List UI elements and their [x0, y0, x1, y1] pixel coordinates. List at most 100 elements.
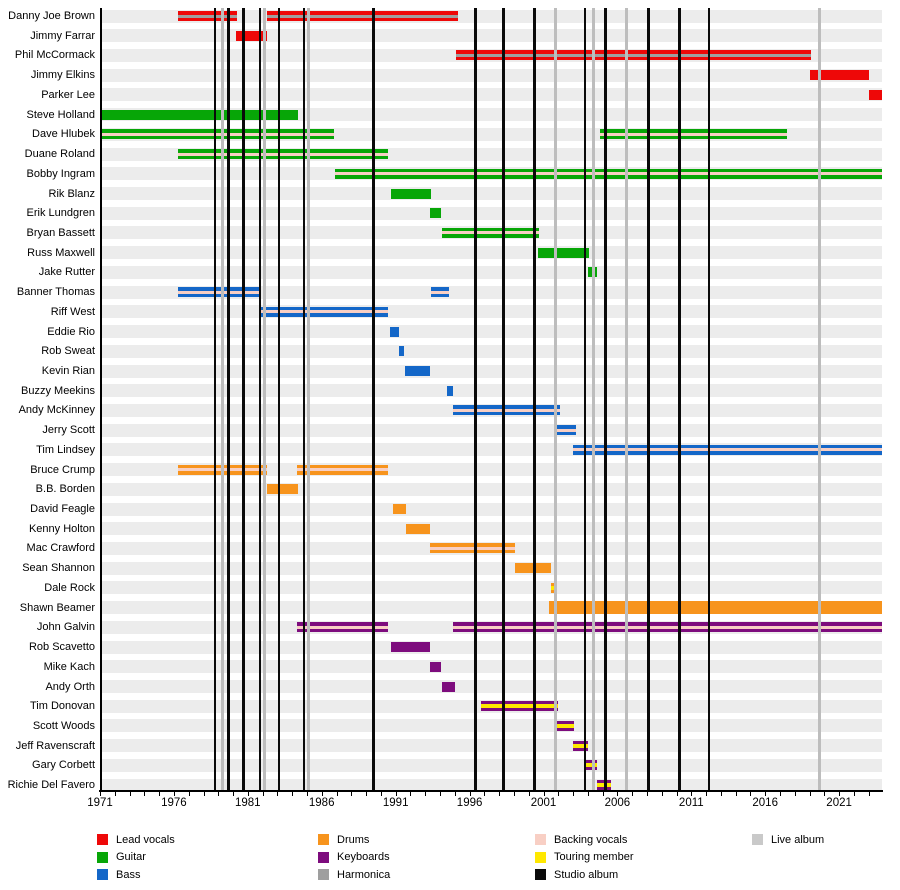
member-bar — [398, 346, 405, 357]
live-album-line — [221, 8, 225, 790]
legend-swatch-live-album — [752, 834, 763, 845]
legend-label: Backing vocals — [554, 833, 628, 846]
member-bar — [236, 30, 267, 41]
row-band — [101, 364, 882, 378]
member-bar — [100, 129, 334, 140]
studio-album-line — [227, 8, 230, 790]
pink-role-stripe — [453, 625, 882, 629]
member-label: Buzzy Meekins — [21, 384, 95, 397]
axis-tick — [188, 791, 190, 797]
member-label: Bruce Crump — [30, 463, 95, 476]
member-bar — [809, 70, 869, 81]
axis-tick — [809, 791, 811, 797]
studio-album-line — [647, 8, 650, 790]
pink-role-stripe — [296, 468, 389, 472]
member-bar — [573, 740, 588, 751]
axis-tick — [336, 791, 338, 797]
gray-role-stripe — [178, 14, 238, 18]
member-label: Tim Lindsey — [36, 443, 95, 456]
member-label: Russ Maxwell — [27, 246, 95, 259]
year-label: 2016 — [752, 797, 778, 809]
row-band — [101, 285, 882, 299]
member-bar — [178, 149, 389, 159]
axis-tick — [351, 791, 353, 797]
row-band — [101, 680, 882, 693]
studio-album-line — [604, 8, 607, 790]
year-label: 2006 — [604, 797, 631, 809]
axis-tick — [144, 791, 146, 797]
member-label: Eddie Rio — [47, 325, 95, 338]
member-bar — [100, 109, 299, 120]
row-band — [101, 482, 882, 496]
member-bar — [267, 484, 298, 495]
legend-label: Keyboards — [337, 851, 390, 863]
axis-tick — [100, 791, 101, 797]
legend-label: Studio album — [554, 868, 619, 881]
member-label: Richie Del Favero — [7, 779, 95, 792]
member-bar — [429, 208, 442, 219]
legend-swatch-lead-vocals — [97, 834, 108, 845]
axis-tick — [765, 791, 767, 797]
member-bar — [596, 780, 612, 791]
gray-role-stripe — [456, 53, 812, 57]
member-label: Mac Crawford — [26, 542, 95, 555]
member-bar — [296, 464, 389, 475]
member-bar — [441, 681, 455, 692]
axis-tick — [454, 791, 456, 797]
member-label: Dale Rock — [44, 581, 95, 594]
member-bar — [456, 50, 812, 61]
pink-role-stripe — [335, 172, 882, 176]
row-band — [101, 68, 882, 82]
axis-tick — [159, 791, 161, 797]
pink-role-stripe — [296, 625, 389, 629]
studio-album-line — [258, 8, 261, 790]
axis-tick — [292, 791, 294, 797]
member-bar — [391, 642, 430, 652]
yellow-role-stripe — [586, 763, 597, 768]
member-bar — [550, 582, 555, 593]
member-bar — [178, 287, 260, 298]
member-bar — [429, 543, 516, 554]
axis-tick — [499, 791, 501, 797]
axis-tick — [617, 791, 619, 797]
axis-tick — [853, 791, 855, 797]
member-label: Dave Hlubek — [32, 128, 95, 141]
yellow-role-stripe — [481, 704, 559, 709]
studio-album-line — [372, 8, 375, 790]
member-label: Bryan Bassett — [26, 226, 95, 239]
row-band — [101, 423, 882, 437]
member-label: Rob Scavetto — [28, 641, 95, 653]
row-band — [101, 384, 882, 398]
axis-tick — [484, 791, 486, 797]
member-label: Sean Shannon — [22, 562, 95, 575]
row-band — [101, 758, 882, 772]
member-bar — [431, 287, 449, 298]
studio-album-line — [242, 8, 245, 790]
axis-tick — [528, 791, 530, 797]
studio-album-line — [678, 8, 681, 790]
legend-label: Lead vocals — [116, 833, 175, 846]
axis-tick — [750, 791, 752, 797]
member-label: Phil McCormack — [14, 49, 95, 62]
studio-album-line — [583, 8, 587, 790]
studio-album-line — [214, 8, 217, 790]
axis-tick — [824, 791, 826, 797]
row-band — [101, 502, 882, 516]
member-bar — [429, 661, 442, 672]
studio-album-line — [302, 8, 306, 790]
yellow-role-stripe — [550, 585, 555, 590]
yellow-role-stripe — [573, 743, 588, 748]
studio-album-line — [707, 8, 711, 790]
member-bar — [335, 168, 882, 179]
axis-tick — [410, 791, 412, 797]
row-band — [101, 29, 882, 43]
member-label: Kevin Rian — [41, 365, 95, 377]
member-label: Parker Lee — [41, 88, 95, 101]
axis-tick — [691, 791, 693, 797]
legend-label: Live album — [771, 833, 825, 846]
legend-swatch-touring-member — [535, 851, 546, 863]
yellow-role-stripe — [596, 783, 612, 788]
member-bar — [573, 444, 882, 455]
live-album-line — [553, 8, 557, 790]
row-band — [101, 660, 882, 674]
